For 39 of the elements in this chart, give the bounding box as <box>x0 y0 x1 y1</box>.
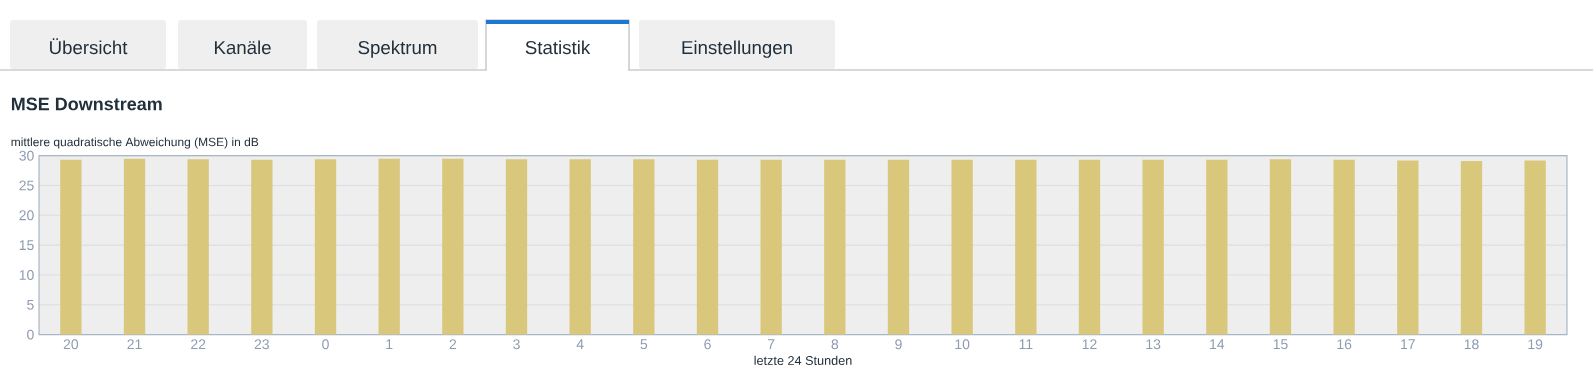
x-tick-label: 16 <box>1337 339 1352 350</box>
text: Statistik <box>525 40 591 55</box>
y-tick-label: 30 <box>19 150 34 161</box>
y-tick-label: 25 <box>19 180 34 191</box>
chart-title: MSE Downstream <box>11 97 162 111</box>
x-tick-label: 4 <box>576 339 584 349</box>
x-tick-label: 22 <box>191 339 206 350</box>
x-tick-label: 23 <box>254 339 270 350</box>
text: Spektrum <box>358 40 437 58</box>
x-tick-label: 7 <box>767 339 775 349</box>
x-tick-label: 21 <box>127 339 142 350</box>
x-tick-label: 10 <box>955 339 970 350</box>
text: Übersicht <box>50 38 128 55</box>
x-tick-label: 2 <box>449 339 457 350</box>
y-tick-label: 0 <box>27 329 34 340</box>
x-tick-label: 13 <box>1146 339 1161 350</box>
x-tick-label: 17 <box>1401 339 1415 349</box>
x-tick-label: 8 <box>831 339 839 350</box>
x-tick-label: 20 <box>63 339 79 350</box>
y-tick-label: 5 <box>27 299 34 310</box>
text: Kanäle <box>214 40 271 55</box>
y-tick-label: 15 <box>19 240 34 251</box>
x-tick-label: 9 <box>895 339 902 350</box>
x-tick-label: 11 <box>1019 339 1033 349</box>
text: Einstellungen <box>682 40 792 58</box>
y-axis-title: mittlere quadratische Abweichung (MSE) in dB <box>11 137 259 149</box>
x-tick-label: 5 <box>640 339 648 350</box>
x-tick-label: 0 <box>322 339 329 350</box>
x-tick-label: 19 <box>1528 339 1543 350</box>
x-tick-label: 18 <box>1464 339 1479 350</box>
x-tick-label: 1 <box>386 339 393 349</box>
x-axis-title: letzte 24 Stunden <box>754 355 852 365</box>
x-tick-label: 12 <box>1082 339 1097 350</box>
x-tick-label: 3 <box>513 339 520 350</box>
x-tick-label: 6 <box>704 339 711 350</box>
x-tick-label: 14 <box>1210 339 1225 349</box>
y-tick-label: 20 <box>19 210 34 221</box>
x-tick-label: 15 <box>1273 339 1288 350</box>
y-tick-label: 10 <box>19 270 34 280</box>
